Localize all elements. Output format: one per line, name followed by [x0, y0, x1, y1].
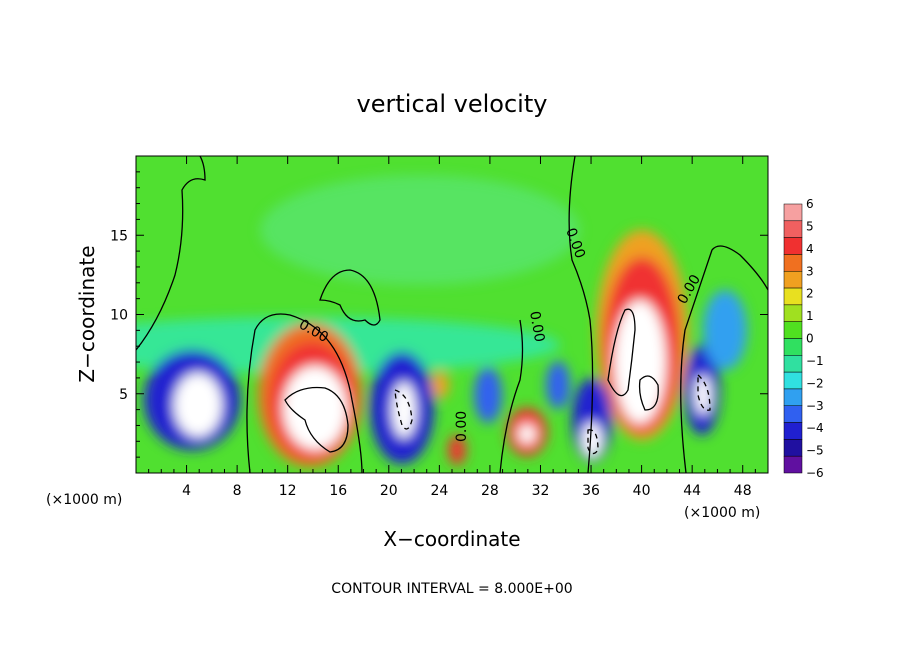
colorbar-tick-label: 0	[806, 332, 814, 346]
downdraft-1-core	[174, 373, 222, 437]
x-tick-label: 8	[233, 483, 242, 499]
y-axis: 5 10 15	[110, 171, 768, 458]
cyan-band	[136, 317, 560, 373]
x-tick-label: 16	[329, 483, 347, 499]
colorbar-tick-label: 1	[806, 309, 814, 323]
colorbar-tick-label: −1	[806, 354, 824, 368]
contour-label: 0.00	[454, 411, 470, 442]
y-axis-label: Z−coordinate	[75, 245, 99, 382]
x-tick-label: 28	[481, 483, 499, 499]
colorbar-tick-label: −6	[806, 466, 824, 480]
colorbar-tick-label: −2	[806, 376, 824, 390]
colorbar-swatch	[783, 287, 803, 306]
colorbar-swatch	[783, 271, 803, 289]
colorbar: 6 5 4 3 2 1 0 −1 −2 −3 −4 −5 −6	[783, 197, 824, 480]
x-tick-label: 20	[380, 483, 398, 499]
x-axis: 4 8 12 16 20 24 28 32 36 40 44 48	[148, 156, 756, 499]
colorbar-swatch	[783, 388, 803, 406]
core-contour-2	[607, 308, 636, 397]
dashed-contour-2	[394, 389, 413, 430]
downdraft-2-core	[392, 382, 416, 438]
colorbar-swatch	[783, 422, 803, 440]
x-tick-label: 48	[734, 483, 752, 499]
colorbar-swatch	[783, 321, 803, 339]
x-tick-label: 12	[279, 483, 297, 499]
y-tick-label: 5	[119, 387, 128, 403]
dashed-contour-4	[697, 373, 711, 411]
updraft-2-core	[614, 300, 666, 424]
contour-interval: CONTOUR INTERVAL = 8.000E+00	[331, 581, 572, 597]
blue-mid	[474, 367, 502, 423]
colorbar-swatch	[783, 371, 803, 390]
colorbar-swatch	[783, 237, 803, 255]
zero-contour-updraft-2b	[680, 245, 768, 473]
contour-label: 0.00	[526, 310, 547, 343]
y-tick-label: 10	[110, 308, 128, 324]
y-tick-label: 15	[110, 228, 128, 244]
colorbar-tick-label: 2	[806, 287, 814, 301]
velocity-field	[136, 175, 747, 467]
downdraft-4-core	[695, 375, 711, 415]
core-contour-3	[638, 375, 659, 411]
zero-contour-updraft-2	[568, 156, 594, 473]
zero-contour-updraft-1	[246, 313, 363, 473]
core-contour-1	[284, 386, 349, 453]
colorbar-tick-label: 6	[806, 197, 814, 211]
x-tick-label: 40	[633, 483, 651, 499]
colorbar-swatch	[783, 220, 803, 238]
contour-lines	[136, 156, 768, 473]
x-unit-left: (×1000 m)	[46, 492, 122, 508]
downdraft-3-core	[582, 422, 602, 458]
x-tick-label: 24	[430, 483, 448, 499]
colorbar-swatch	[783, 304, 803, 322]
blue-small	[546, 361, 570, 409]
dashed-contour-3	[587, 429, 599, 455]
x-tick-label: 32	[532, 483, 550, 499]
colorbar-tick-label: 5	[806, 219, 814, 233]
colorbar-tick-label: −4	[806, 421, 824, 435]
x-unit-right: (×1000 m)	[684, 505, 760, 521]
colorbar-tick-label: 4	[806, 242, 814, 256]
zero-contour-left	[136, 156, 206, 351]
zero-contour-dome	[319, 269, 381, 326]
colorbar-swatch	[783, 355, 803, 373]
updraft-5	[431, 371, 449, 399]
x-tick-label: 4	[182, 483, 191, 499]
updraft-4	[448, 435, 466, 465]
colorbar-tick-label: −3	[806, 399, 824, 413]
colorbar-swatch	[783, 405, 803, 423]
x-axis-label: X−coordinate	[383, 527, 520, 551]
plot-area: 0.00 0.00 0.00 0.00 0.00	[136, 156, 768, 473]
colorbar-tick-label: 3	[806, 264, 814, 278]
zero-contour-mid	[499, 319, 524, 473]
colorbar-swatch	[783, 455, 803, 474]
colorbar-swatch	[783, 203, 803, 222]
x-tick-label: 44	[683, 483, 701, 499]
chart-title: vertical velocity	[357, 90, 548, 118]
colorbar-swatch	[783, 338, 803, 356]
x-tick-label: 36	[582, 483, 600, 499]
updraft-3-core	[518, 424, 536, 444]
upper-green-light	[260, 175, 580, 285]
blue-right	[703, 290, 747, 370]
colorbar-swatch	[783, 439, 803, 457]
colorbar-swatch	[783, 254, 803, 272]
updraft-1-core	[283, 366, 347, 450]
colorbar-tick-label: −5	[806, 444, 824, 458]
